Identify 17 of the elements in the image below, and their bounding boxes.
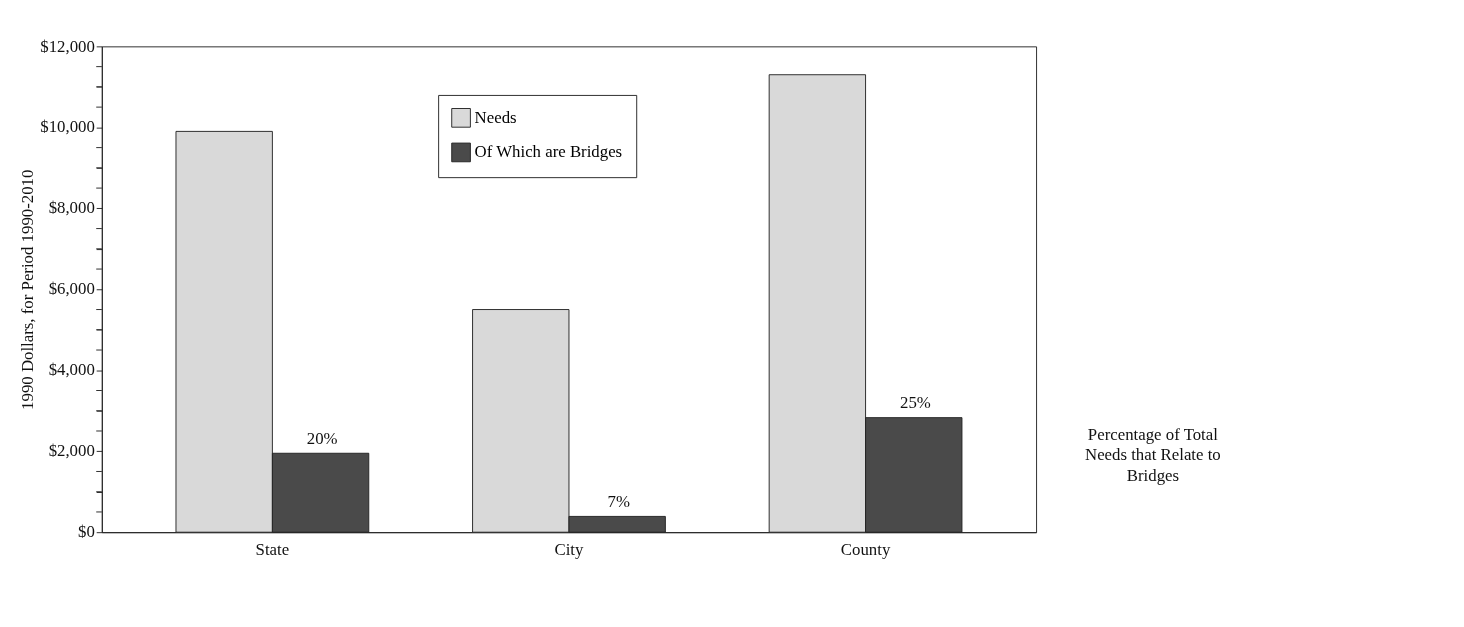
y-tick-label: $8,000 (48, 198, 95, 218)
annotation: 7% (607, 492, 630, 512)
y-tick-label: $10,000 (40, 117, 95, 137)
x-tick-label: State (255, 540, 290, 560)
annotation: 25% (899, 393, 931, 413)
y-tick-label: $2,000 (48, 441, 95, 461)
x-tick-label: City (554, 540, 585, 560)
y-tick-label: $12,000 (40, 36, 95, 56)
y-tick-label: $4,000 (48, 360, 95, 380)
legend-label: Of Which are Bridges (474, 142, 623, 162)
text: Percentage of Total Needs that Relate to Bridges (1085, 424, 1221, 485)
legend-label: Needs (474, 107, 517, 127)
y-axis-title: 1990 Dollars, for Period 1990-2010 (17, 169, 37, 410)
y-tick-label: $0 (78, 522, 95, 542)
annotation: 20% (306, 428, 338, 448)
y-tick-label: $6,000 (48, 279, 95, 299)
x-tick-label: County (840, 540, 891, 560)
